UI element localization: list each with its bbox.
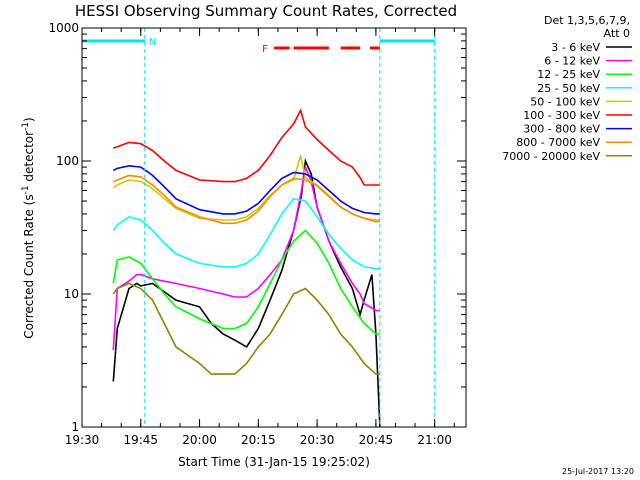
x-tick-label-3: 20:15 xyxy=(241,433,276,447)
series-line-8 xyxy=(112,282,380,375)
series-line-2 xyxy=(112,229,380,335)
legend-label-6: 300 - 800 keV xyxy=(523,123,600,136)
y-tick-label-0: 1 xyxy=(71,420,79,434)
y-axis-label-sup1: -1 xyxy=(21,185,31,194)
legend-label-5: 100 - 300 keV xyxy=(523,109,600,122)
series-layer xyxy=(112,108,381,428)
series-line-7 xyxy=(113,174,380,225)
y-axis-label-mid: detector xyxy=(22,131,36,186)
y-axis-label-start: Corrected Count Rate (s xyxy=(22,194,36,338)
legend-label-2: 12 - 25 keV xyxy=(537,68,600,81)
legend-header-2: Att 0 xyxy=(604,27,630,40)
series-line-0 xyxy=(112,158,381,428)
flare-label: F xyxy=(262,44,268,55)
legend-label-8: 7000 - 20000 keV xyxy=(502,150,600,163)
night-label: N xyxy=(149,37,156,48)
legend-label-7: 800 - 7000 keV xyxy=(516,136,600,149)
plot-frame xyxy=(81,27,467,428)
legend-label-3: 25 - 50 keV xyxy=(537,82,600,95)
legend-label-1: 6 - 12 keV xyxy=(544,55,600,68)
annotation-layer: NF xyxy=(82,28,436,427)
chart-title: HESSI Observing Summary Count Rates, Cor… xyxy=(75,2,457,20)
x-axis-ticks: 19:30 19:45 20:00 20:15 20:30 20:45 21:00 xyxy=(65,28,455,447)
legend-label-4: 50 - 100 keV xyxy=(530,95,600,108)
x-tick-label-0: 19:30 xyxy=(65,433,100,447)
x-tick-label-5: 20:45 xyxy=(359,433,394,447)
series-line-3 xyxy=(112,197,380,270)
y-axis-label: Corrected Count Rate (s-1 detector-1) xyxy=(21,117,36,338)
y-tick-label-2: 100 xyxy=(56,154,79,168)
x-tick-label-1: 19:45 xyxy=(123,433,158,447)
series-line-1 xyxy=(112,164,380,350)
y-tick-label-1: 10 xyxy=(64,287,79,301)
legend-header-1: Det 1,3,5,6,7,9, xyxy=(544,14,630,27)
y-axis-ticks: 1 10 100 1000 xyxy=(48,21,466,434)
y-axis-label-end: ) xyxy=(22,117,36,122)
series-line-5 xyxy=(113,108,380,186)
y-axis-label-sup2: -1 xyxy=(21,122,31,131)
x-axis-label: Start Time (31-Jan-15 19:25:02) xyxy=(178,455,370,469)
legend-label-0: 3 - 6 keV xyxy=(551,41,600,54)
x-tick-label-4: 20:30 xyxy=(300,433,335,447)
y-tick-label-3: 1000 xyxy=(48,21,79,35)
x-tick-label-2: 20:00 xyxy=(182,433,217,447)
x-tick-label-6: 21:00 xyxy=(417,433,452,447)
timestamp: 25-Jul-2017 13:20 xyxy=(562,467,634,476)
series-line-6 xyxy=(112,164,380,215)
